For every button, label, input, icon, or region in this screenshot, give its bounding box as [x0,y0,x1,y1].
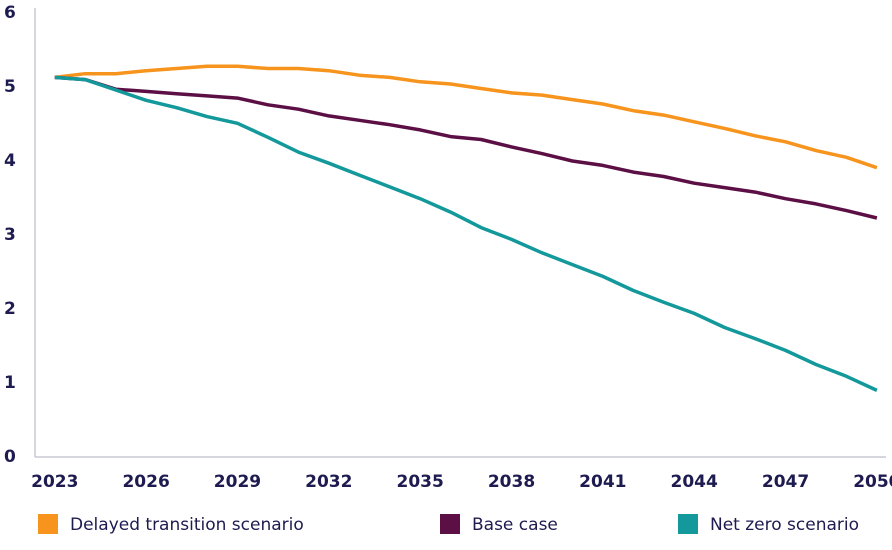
legend-swatch [440,514,460,534]
y-tick-label: 0 [4,447,16,467]
legend-swatch [38,514,58,534]
x-tick-label: 2047 [762,472,809,492]
legend-swatch [678,514,698,534]
x-tick-label: 2044 [671,472,718,492]
y-tick-label: 4 [4,151,16,171]
x-tick-label: 2041 [579,472,626,492]
legend-text: Delayed transition scenario [70,515,304,535]
y-tick-label: 1 [4,373,16,393]
line-series [54,75,878,392]
legend-text: Net zero scenario [710,515,859,535]
y-tick-label: 5 [4,77,16,97]
y-tick-label: 3 [4,225,16,245]
y-tick-label: 2 [4,299,16,319]
x-tick-label: 2035 [396,472,443,492]
x-tick-label: 2023 [31,472,78,492]
x-tick-label: 2038 [488,472,535,492]
line-series [54,75,878,220]
y-tick-label: 6 [4,3,16,23]
x-tick-label: 2050 [853,472,892,492]
x-tick-label: 2029 [214,472,261,492]
line-series [54,64,878,170]
x-tick-label: 2032 [305,472,352,492]
legend-text: Base case [472,515,558,535]
x-tick-label: 2026 [122,472,169,492]
